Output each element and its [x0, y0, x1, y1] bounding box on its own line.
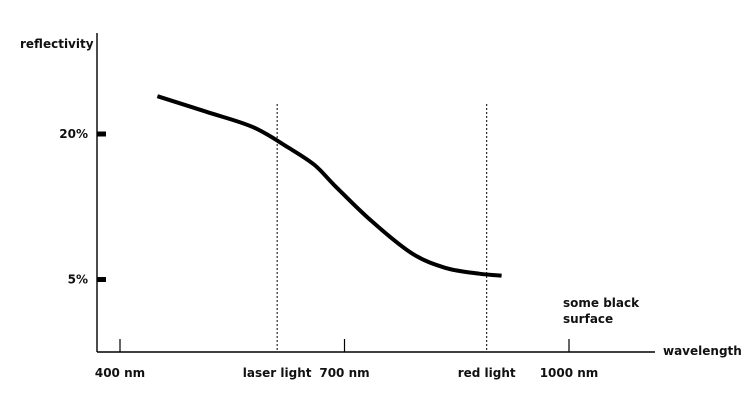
reference-line-label: red light — [458, 366, 516, 380]
x-axis-label: wavelength — [663, 344, 742, 358]
y-tick-label: 20% — [59, 127, 88, 141]
series-label: some black surface — [563, 296, 640, 326]
x-tick-label: 700 nm — [319, 366, 369, 380]
y-ticks: 20% 5% — [59, 127, 106, 287]
series-line — [156, 94, 502, 278]
y-tick-mark — [97, 131, 106, 137]
x-ticks: 400 nm 700 nm 1000 nm — [95, 339, 598, 380]
x-tick-label: 1000 nm — [540, 366, 599, 380]
series-group: some black surface — [156, 94, 640, 326]
reference-line-label: laser light — [243, 366, 312, 380]
reference-lines: laser light red light — [243, 104, 516, 380]
y-tick-mark — [97, 277, 106, 282]
y-axis-label: reflectivity — [20, 37, 94, 51]
y-tick-label: 5% — [68, 273, 88, 287]
x-tick-label: 400 nm — [95, 366, 145, 380]
